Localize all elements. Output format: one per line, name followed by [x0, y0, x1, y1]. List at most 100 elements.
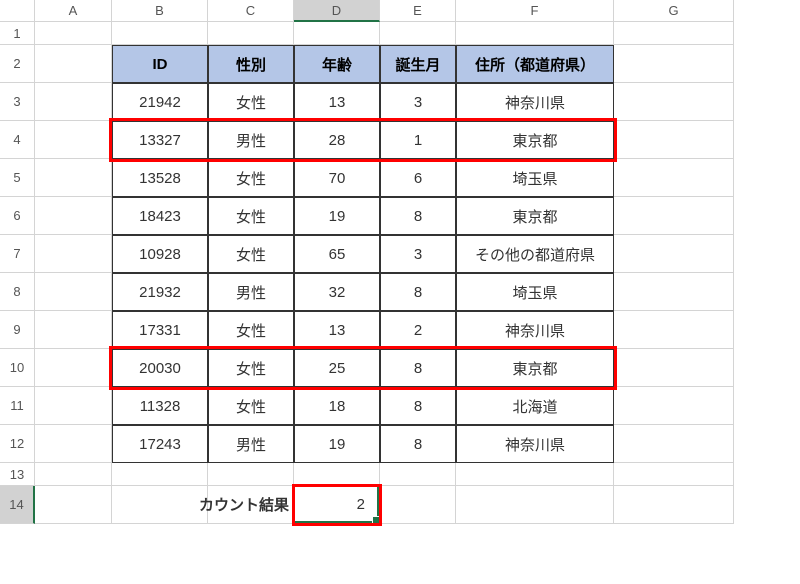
row-header-13[interactable]: 13	[0, 463, 35, 486]
cell-B13[interactable]	[112, 463, 208, 486]
row-header-4[interactable]: 4	[0, 121, 35, 159]
cell-C5[interactable]: 女性	[208, 159, 294, 197]
cell-D7[interactable]: 65	[294, 235, 380, 273]
cell-F10[interactable]: 東京都	[456, 349, 614, 387]
row-header-9[interactable]: 9	[0, 311, 35, 349]
cell-A5[interactable]	[35, 159, 112, 197]
cell-D4[interactable]: 28	[294, 121, 380, 159]
row-header-14[interactable]: 14	[0, 486, 35, 524]
cell-B9[interactable]: 17331	[112, 311, 208, 349]
row-header-5[interactable]: 5	[0, 159, 35, 197]
row-header-7[interactable]: 7	[0, 235, 35, 273]
col-header-C[interactable]: C	[208, 0, 294, 22]
row-header-6[interactable]: 6	[0, 197, 35, 235]
cell-C6[interactable]: 女性	[208, 197, 294, 235]
cell-G11[interactable]	[614, 387, 734, 425]
cell-G10[interactable]	[614, 349, 734, 387]
cell-E4[interactable]: 1	[380, 121, 456, 159]
row-header-8[interactable]: 8	[0, 273, 35, 311]
cell-E2[interactable]: 誕生月	[380, 45, 456, 83]
cell-B1[interactable]	[112, 22, 208, 45]
select-all-corner[interactable]	[0, 0, 35, 22]
cell-F7[interactable]: その他の都道府県	[456, 235, 614, 273]
row-header-12[interactable]: 12	[0, 425, 35, 463]
cell-D11[interactable]: 18	[294, 387, 380, 425]
cell-D1[interactable]	[294, 22, 380, 45]
col-header-B[interactable]: B	[112, 0, 208, 22]
cell-E9[interactable]: 2	[380, 311, 456, 349]
cell-G13[interactable]	[614, 463, 734, 486]
cell-A12[interactable]	[35, 425, 112, 463]
spreadsheet-grid[interactable]: ABCDEFG12ID性別年齢誕生月住所（都道府県）321942女性133神奈川…	[0, 0, 800, 524]
cell-G6[interactable]	[614, 197, 734, 235]
cell-C10[interactable]: 女性	[208, 349, 294, 387]
cell-F8[interactable]: 埼玉県	[456, 273, 614, 311]
cell-A9[interactable]	[35, 311, 112, 349]
cell-A4[interactable]	[35, 121, 112, 159]
cell-F3[interactable]: 神奈川県	[456, 83, 614, 121]
cell-A2[interactable]	[35, 45, 112, 83]
cell-B6[interactable]: 18423	[112, 197, 208, 235]
cell-G5[interactable]	[614, 159, 734, 197]
cell-D12[interactable]: 19	[294, 425, 380, 463]
cell-B7[interactable]: 10928	[112, 235, 208, 273]
cell-D14[interactable]: 2	[294, 486, 380, 524]
cell-A11[interactable]	[35, 387, 112, 425]
col-header-G[interactable]: G	[614, 0, 734, 22]
cell-G7[interactable]	[614, 235, 734, 273]
cell-F5[interactable]: 埼玉県	[456, 159, 614, 197]
cell-F1[interactable]	[456, 22, 614, 45]
col-header-F[interactable]: F	[456, 0, 614, 22]
cell-C11[interactable]: 女性	[208, 387, 294, 425]
cell-E7[interactable]: 3	[380, 235, 456, 273]
cell-E14[interactable]	[380, 486, 456, 524]
cell-C1[interactable]	[208, 22, 294, 45]
cell-E11[interactable]: 8	[380, 387, 456, 425]
cell-C8[interactable]: 男性	[208, 273, 294, 311]
cell-E10[interactable]: 8	[380, 349, 456, 387]
cell-G1[interactable]	[614, 22, 734, 45]
cell-C12[interactable]: 男性	[208, 425, 294, 463]
cell-A1[interactable]	[35, 22, 112, 45]
cell-B2[interactable]: ID	[112, 45, 208, 83]
cell-G3[interactable]	[614, 83, 734, 121]
cell-G4[interactable]	[614, 121, 734, 159]
cell-D3[interactable]: 13	[294, 83, 380, 121]
cell-F9[interactable]: 神奈川県	[456, 311, 614, 349]
cell-B3[interactable]: 21942	[112, 83, 208, 121]
cell-D8[interactable]: 32	[294, 273, 380, 311]
cell-A7[interactable]	[35, 235, 112, 273]
cell-B14[interactable]	[112, 486, 208, 524]
cell-D9[interactable]: 13	[294, 311, 380, 349]
row-header-2[interactable]: 2	[0, 45, 35, 83]
col-header-A[interactable]: A	[35, 0, 112, 22]
row-header-11[interactable]: 11	[0, 387, 35, 425]
cell-A3[interactable]	[35, 83, 112, 121]
cell-D6[interactable]: 19	[294, 197, 380, 235]
cell-C9[interactable]: 女性	[208, 311, 294, 349]
cell-C13[interactable]	[208, 463, 294, 486]
cell-G8[interactable]	[614, 273, 734, 311]
cell-C14[interactable]: カウント結果	[208, 486, 294, 524]
cell-C2[interactable]: 性別	[208, 45, 294, 83]
cell-B12[interactable]: 17243	[112, 425, 208, 463]
cell-D13[interactable]	[294, 463, 380, 486]
row-header-1[interactable]: 1	[0, 22, 35, 45]
cell-F4[interactable]: 東京都	[456, 121, 614, 159]
cell-D5[interactable]: 70	[294, 159, 380, 197]
cell-F11[interactable]: 北海道	[456, 387, 614, 425]
cell-E6[interactable]: 8	[380, 197, 456, 235]
cell-F14[interactable]	[456, 486, 614, 524]
cell-B11[interactable]: 11328	[112, 387, 208, 425]
cell-E13[interactable]	[380, 463, 456, 486]
cell-G2[interactable]	[614, 45, 734, 83]
cell-F13[interactable]	[456, 463, 614, 486]
cell-E1[interactable]	[380, 22, 456, 45]
cell-A14[interactable]	[35, 486, 112, 524]
cell-C7[interactable]: 女性	[208, 235, 294, 273]
cell-B10[interactable]: 20030	[112, 349, 208, 387]
cell-D10[interactable]: 25	[294, 349, 380, 387]
cell-F6[interactable]: 東京都	[456, 197, 614, 235]
cell-D2[interactable]: 年齢	[294, 45, 380, 83]
cell-G9[interactable]	[614, 311, 734, 349]
